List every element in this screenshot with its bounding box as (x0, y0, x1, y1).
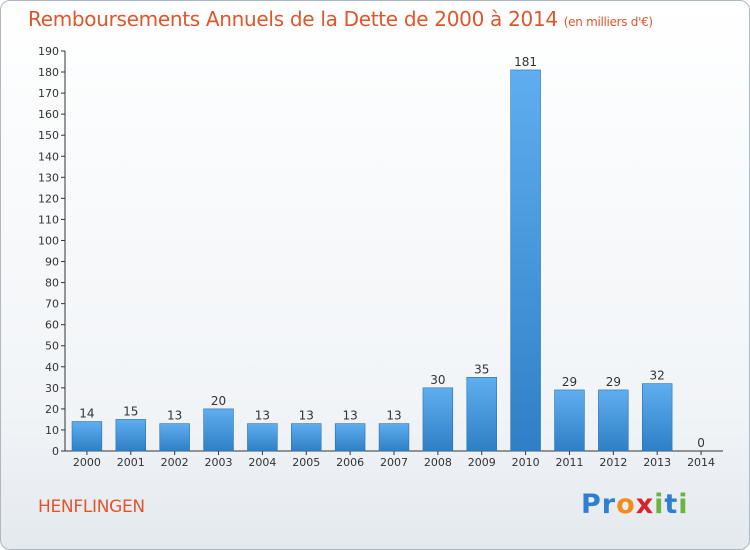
bar (247, 423, 278, 452)
logo-letter: i (678, 489, 689, 520)
bar-value-label: 35 (474, 362, 489, 376)
y-tick-label: 0 (52, 445, 59, 458)
y-tick-label: 110 (38, 213, 59, 226)
x-tick-label: 2003 (205, 456, 233, 469)
x-tick-label: 2008 (424, 456, 452, 469)
y-axis: 0 10 20 30 40 50 60 70 80 90 100 110 120 130 140 150 160… (38, 45, 66, 458)
y-tick-label: 90 (45, 256, 59, 269)
x-tick-label: 2001 (117, 456, 145, 469)
y-tick-label: 100 (38, 234, 59, 247)
y-tick-label: 30 (45, 382, 59, 395)
chart-unit: (en milliers d'€) (563, 15, 653, 29)
bar-value-label: 181 (514, 55, 537, 69)
chart-title-text: Remboursements Annuels de la Dette de 20… (28, 7, 558, 31)
x-tick-label: 2011 (555, 456, 583, 469)
bar (291, 423, 322, 452)
bar-value-label: 32 (650, 369, 665, 383)
proxiti-logo: Proxiti (581, 489, 689, 520)
logo-letter: o (616, 489, 636, 520)
y-tick-label: 60 (45, 319, 59, 332)
x-tick-label: 2009 (468, 456, 496, 469)
logo-letter: r (601, 489, 617, 520)
bar-value-label: 30 (430, 373, 445, 387)
bar (466, 377, 497, 452)
x-tick-label: 2014 (687, 456, 715, 469)
x-tick-label: 2006 (336, 456, 364, 469)
bars: 14 15 13 20 13 13 13 13 30 35 181 29 29 32 0 (71, 55, 705, 452)
x-tick-label: 2004 (248, 456, 276, 469)
bar-value-label: 13 (386, 409, 401, 423)
bar-value-label: 0 (697, 436, 705, 450)
bar-value-label: 13 (299, 409, 314, 423)
x-tick-label: 2002 (161, 456, 189, 469)
bar-value-label: 29 (606, 375, 621, 389)
bar (159, 423, 190, 452)
y-tick-label: 120 (38, 192, 59, 205)
bar (115, 419, 147, 452)
bar (334, 423, 366, 452)
bar (422, 387, 454, 452)
x-tick-label: 2010 (512, 456, 540, 469)
bar-value-label: 20 (211, 394, 226, 408)
y-tick-label: 80 (45, 277, 59, 290)
y-tick-label: 40 (45, 361, 59, 374)
bar (378, 423, 410, 452)
y-tick-label: 190 (38, 45, 59, 58)
bar (554, 389, 585, 452)
y-tick-label: 70 (45, 298, 59, 311)
x-tick-label: 2005 (292, 456, 320, 469)
logo-letter: t (664, 489, 679, 520)
bar-value-label: 14 (79, 407, 94, 421)
x-tick-label: 2000 (73, 456, 101, 469)
bar-value-label: 15 (123, 404, 138, 418)
y-tick-label: 180 (38, 66, 59, 79)
y-tick-label: 50 (45, 340, 59, 353)
chart-title: Remboursements Annuels de la Dette de 20… (28, 7, 653, 31)
y-tick-label: 150 (38, 129, 59, 142)
bar (510, 69, 541, 452)
bar-value-label: 13 (167, 409, 182, 423)
bar (71, 421, 103, 452)
bar-value-label: 13 (255, 409, 270, 423)
bar (203, 408, 234, 452)
bar-value-label: 13 (342, 409, 357, 423)
y-tick-label: 130 (38, 171, 59, 184)
bar (598, 389, 629, 452)
logo-letter: i (654, 489, 665, 520)
bar-value-label: 29 (562, 375, 577, 389)
y-tick-label: 170 (38, 87, 59, 100)
y-tick-label: 140 (38, 150, 59, 163)
x-axis: 2000 2001 2002 2003 2004 2005 2006 2007 2008 2009… (65, 450, 723, 469)
logo-letter: x (635, 489, 655, 520)
y-tick-label: 160 (38, 108, 59, 121)
x-tick-label: 2012 (599, 456, 627, 469)
y-tick-label: 20 (45, 403, 59, 416)
commune-name: HENFLINGEN (38, 497, 145, 517)
x-tick-label: 2007 (380, 456, 408, 469)
y-tick-label: 10 (45, 424, 59, 437)
logo-letter: P (581, 489, 602, 520)
x-tick-label: 2013 (643, 456, 671, 469)
bar (641, 383, 673, 452)
